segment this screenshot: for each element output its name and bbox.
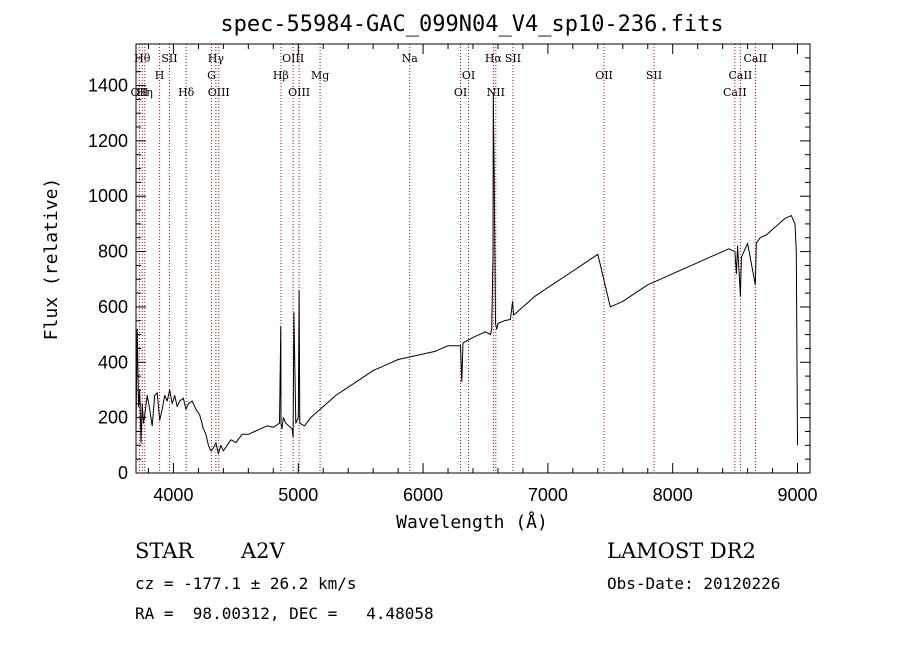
plot-frame [135, 43, 811, 474]
marker-label: CaII [729, 69, 753, 82]
marker-label: Mg [311, 69, 329, 82]
spectrum-line-group [135, 93, 798, 455]
marker-label: SII [646, 69, 662, 82]
marker-label: Hβ [273, 69, 289, 82]
x-tick-label: 9000 [777, 485, 817, 505]
line-markers: HθOIIHηHSIIHδHγGOIIIHβOIIIOIIIMgNaOIOIHα… [131, 44, 767, 473]
marker-label: OI [462, 69, 475, 82]
y-tick-label: 400 [98, 352, 128, 372]
marker-label: Hγ [208, 52, 225, 65]
marker-label: SII [161, 52, 177, 65]
marker-label: OI [454, 86, 467, 99]
x-tick-label: 6000 [403, 485, 443, 505]
y-axis-label: Flux (relative) [41, 178, 62, 341]
marker-label: Hθ [134, 52, 151, 65]
x-tick-label: 8000 [653, 485, 693, 505]
x-axis-label: Wavelength (Å) [396, 511, 548, 533]
y-tick-label: 600 [98, 297, 128, 317]
spectrum-line [135, 93, 798, 455]
ra-dec-coordinates: RA = 98.00312, DEC = 4.48058 [135, 604, 434, 623]
marker-label: G [207, 69, 216, 82]
marker-label: OIII [208, 86, 230, 99]
marker-label: Na [402, 52, 419, 65]
x-tick-label: 4000 [153, 485, 193, 505]
marker-label: CaII [723, 86, 747, 99]
marker-label: OII [131, 86, 149, 99]
observation-date: Obs-Date: 20120226 [607, 574, 781, 593]
marker-label: OII [595, 69, 613, 82]
survey-name: LAMOST DR2 [607, 539, 756, 563]
y-tick-label: 1000 [88, 186, 128, 206]
axis-ticks: 4000 5000 6000 7000 8000 9000 0 200 400 600 800 100… [88, 44, 818, 505]
marker-label: CaII [743, 52, 767, 65]
x-tick-label: 7000 [528, 485, 568, 505]
redshift-velocity: cz = -177.1 ± 26.2 km/s [135, 574, 357, 593]
y-tick-label: 0 [118, 463, 128, 483]
marker-label: Hη [137, 86, 153, 99]
marker-label: SII [505, 52, 521, 65]
x-tick-label: 5000 [278, 485, 318, 505]
object-subclass: A2V [241, 539, 285, 563]
y-tick-label: 1400 [88, 76, 128, 96]
marker-label: OIII [288, 86, 310, 99]
y-tick-label: 800 [98, 242, 128, 262]
marker-label: OIII [282, 52, 304, 65]
chart-title: spec-55984-GAC_099N04_V4_sp10-236.fits [220, 12, 723, 37]
y-tick-label: 1200 [88, 131, 128, 151]
marker-label: Hα [485, 52, 503, 65]
marker-label: NII [487, 86, 505, 99]
object-class: STAR [135, 539, 194, 563]
y-tick-label: 200 [98, 408, 128, 428]
marker-label: H [155, 69, 165, 82]
marker-label: Hδ [178, 86, 195, 99]
